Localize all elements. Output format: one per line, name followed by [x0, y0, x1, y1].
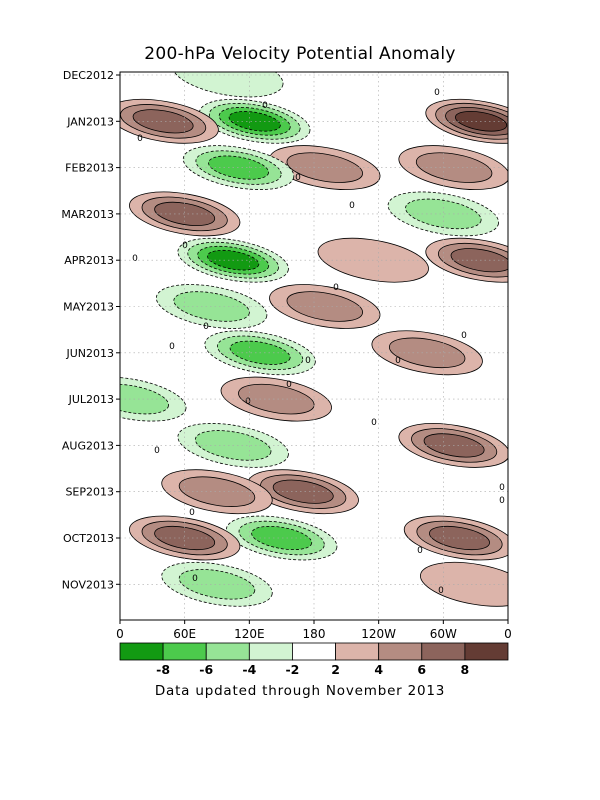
contour-label: 0 — [245, 397, 251, 407]
legend-swatch — [335, 642, 380, 661]
contour-label: 0 — [434, 88, 440, 98]
contour-label: 0 — [189, 508, 195, 518]
anomaly-contour — [178, 476, 256, 507]
anomaly-contour — [429, 525, 490, 551]
x-tick-label: 120W — [361, 627, 396, 641]
anomaly-contour — [178, 569, 256, 600]
anomaly-contour — [154, 525, 216, 551]
contour-label: 0 — [137, 134, 143, 144]
legend-swatch — [378, 642, 423, 661]
contour-label: 0 — [154, 446, 160, 456]
legend-swatch — [464, 642, 509, 661]
contour-label: 0 — [305, 356, 311, 366]
anomaly-contour — [173, 291, 250, 322]
x-tick-label: 0 — [116, 627, 124, 641]
y-tick-label: AUG2013 — [62, 439, 114, 452]
anomaly-contour — [251, 525, 313, 551]
contour-label: 0 — [192, 574, 198, 584]
contour-label: 0 — [286, 380, 292, 390]
x-tick-label: 60E — [173, 627, 196, 641]
legend-swatch — [205, 642, 250, 661]
y-tick-label: MAR2013 — [61, 208, 114, 221]
legend-label: 4 — [374, 662, 383, 677]
anomaly-contour — [120, 383, 169, 415]
y-tick-label: JUN2013 — [65, 347, 114, 360]
contour-label: 0 — [295, 173, 301, 183]
y-tick-label: JUL2013 — [68, 393, 114, 406]
anomaly-contour — [208, 155, 269, 180]
contour-label: 0 — [203, 322, 209, 332]
anomaly-contour — [272, 479, 334, 504]
anomaly-contour — [132, 109, 194, 134]
legend-swatch — [421, 642, 466, 661]
legend-swatch — [248, 642, 293, 661]
y-tick-label: MAY2013 — [63, 301, 114, 314]
y-tick-label: DEC2012 — [63, 69, 114, 82]
legend-label: 2 — [331, 662, 340, 677]
anomaly-contour — [286, 291, 363, 322]
contour-label: 0 — [182, 241, 188, 251]
legend-swatch — [292, 642, 336, 661]
anomaly-contour — [154, 201, 216, 226]
contour-label: 0 — [499, 496, 505, 506]
anomaly-contour — [172, 72, 284, 98]
contour-label: 0 — [395, 356, 401, 366]
contour-label: 0 — [262, 101, 268, 111]
legend-label: -4 — [242, 662, 256, 677]
chart-title: 200-hPa Velocity Potential Anomaly — [144, 44, 456, 64]
legend-swatch — [119, 642, 164, 661]
contour-label: 0 — [371, 418, 377, 428]
y-tick-label: OCT2013 — [63, 532, 114, 545]
x-tick-label: 60W — [430, 627, 457, 641]
y-tick-label: NOV2013 — [62, 578, 114, 591]
legend-colorbar: -8 -6 -4 -2 2 4 6 8 — [119, 642, 509, 677]
y-tick-label: FEB2013 — [65, 162, 114, 175]
legend-label: 6 — [417, 662, 426, 677]
legend-label: 8 — [461, 662, 470, 677]
anomaly-contour — [228, 111, 281, 132]
x-tick-label: 0 — [504, 627, 512, 641]
x-tick-label: 180 — [303, 627, 326, 641]
legend-label: -2 — [285, 662, 299, 677]
anomaly-contour — [405, 198, 482, 230]
legend-swatch — [162, 642, 207, 661]
contour-label: 0 — [169, 342, 175, 352]
y-tick-label: SEP2013 — [65, 486, 114, 499]
legend-label: -8 — [156, 662, 170, 677]
contour-label: 0 — [417, 546, 423, 556]
contour-label: 0 — [349, 201, 355, 211]
legend-label: -6 — [199, 662, 213, 677]
anomaly-contour — [286, 152, 363, 183]
y-tick-label: JAN2013 — [66, 115, 114, 128]
contour-label: 0 — [438, 586, 444, 596]
y-tick-label: APR2013 — [64, 254, 114, 267]
footer-note: Data updated through November 2013 — [154, 683, 446, 699]
x-tick-label: 120E — [234, 627, 265, 641]
contour-label: 0 — [132, 254, 138, 264]
anomaly-field: 0 0 0 0 0 0 0 0 0 0 0 0 0 0 0 0 0 0 0 0 0 0 0 — [120, 72, 508, 607]
contour-label: 0 — [461, 331, 467, 341]
contour-label: 0 — [499, 483, 505, 493]
contour-label: 0 — [333, 283, 339, 293]
